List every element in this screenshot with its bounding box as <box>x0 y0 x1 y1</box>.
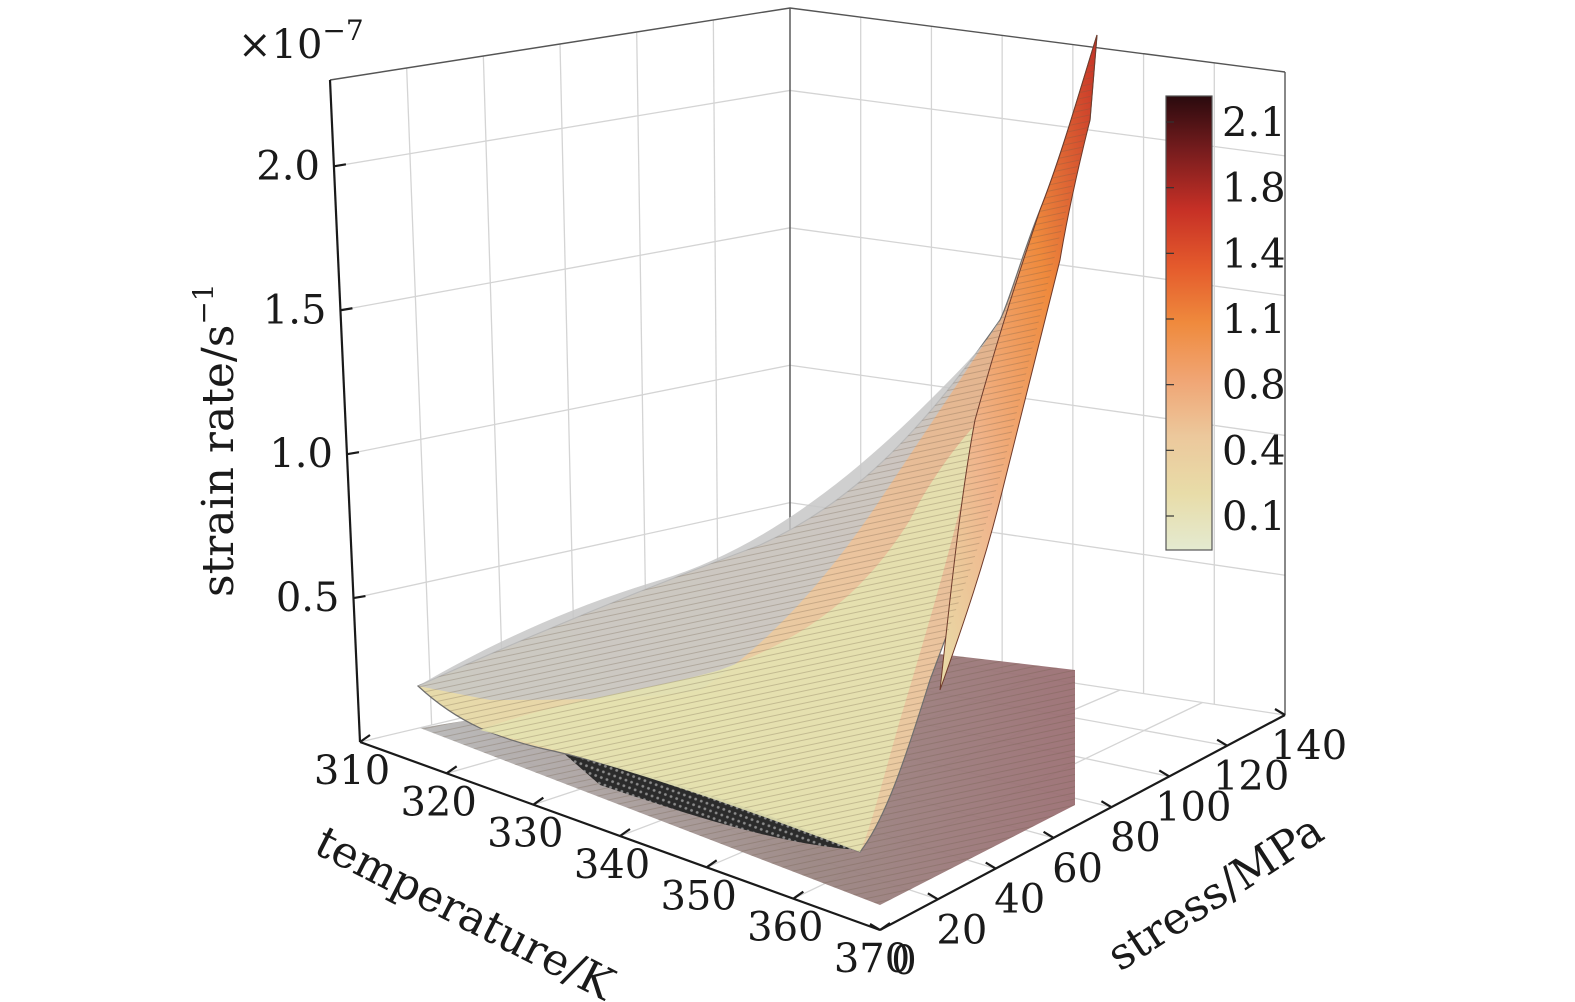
wall-gridline-x <box>482 55 504 709</box>
colorbar-tick-label: 0.1 <box>1222 494 1286 540</box>
wall-gridline-x <box>636 31 648 675</box>
colorbar-tick-label: 0.4 <box>1222 428 1286 474</box>
colorbar-tick-label: 1.8 <box>1222 166 1286 212</box>
colorbar-ticks: 2.1 1.8 1.4 1.1 0.8 0.4 0.1 <box>1166 100 1286 540</box>
z-tick-label: 2.0 <box>256 143 320 189</box>
colorbar-tick-label: 1.4 <box>1222 231 1286 277</box>
z-axis-ticks: 0.5 1.0 1.5 2.0 <box>256 143 366 621</box>
colorbar-rect <box>1165 95 1213 551</box>
surface-mesh-overlay <box>418 35 1097 852</box>
left-wall-outline <box>329 7 1286 81</box>
z-tick-label: 1.5 <box>263 287 327 333</box>
z-axis-line <box>328 79 362 743</box>
colorbar: 2.1 1.8 1.4 1.1 0.8 0.4 0.1 <box>1165 95 1286 551</box>
wall-gridline-x <box>712 19 719 658</box>
x-tick-label: 330 <box>487 811 563 857</box>
z-tick-mark <box>333 163 347 168</box>
wall-gridline-x <box>559 43 576 692</box>
y-tick-label: 0 <box>891 938 916 984</box>
x-tick-label: 350 <box>660 873 736 919</box>
colorbar-tick-label: 2.1 <box>1222 100 1286 146</box>
y-tick-label: 100 <box>1155 784 1231 830</box>
x-tick-mark <box>619 828 631 837</box>
colorbar-tick-label: 0.8 <box>1222 363 1286 409</box>
z-tick-mark <box>353 595 366 600</box>
x-tick-mark <box>359 734 371 743</box>
x-tick-label: 320 <box>400 779 476 825</box>
y-tick-mark <box>1274 708 1286 716</box>
z-tick-label: 1.0 <box>269 431 333 477</box>
z-axis-multiplier: ×10−7 <box>238 14 364 68</box>
y-tick-mark <box>1216 738 1228 747</box>
colorbar-tick-label: 1.1 <box>1222 297 1286 343</box>
x-tick-label: 370 <box>834 936 910 982</box>
y-tick-mark <box>985 861 997 870</box>
y-tick-mark <box>1100 800 1112 809</box>
y-axis-line <box>879 714 1286 931</box>
y-tick-mark <box>927 892 939 901</box>
y-tick-label: 40 <box>994 877 1045 923</box>
wall-gridline-x <box>406 67 433 726</box>
y-tick-mark <box>1158 769 1170 778</box>
x-tick-mark <box>532 796 544 806</box>
x-tick-label: 310 <box>314 748 390 794</box>
z-tick-mark <box>340 307 353 312</box>
x-tick-mark <box>706 859 718 869</box>
y-tick-label: 140 <box>1271 723 1347 769</box>
surface <box>416 34 1098 905</box>
x-tick-label: 340 <box>574 842 650 888</box>
z-tick-label: 0.5 <box>276 575 340 621</box>
x-tick-mark <box>792 890 804 900</box>
x-tick-mark <box>446 765 458 775</box>
y-tick-label: 120 <box>1213 754 1289 800</box>
z-axis-title: strain rate/s−1 <box>187 283 244 597</box>
y-tick-label: 80 <box>1110 815 1161 861</box>
surface-underside <box>560 750 860 850</box>
y-tick-mark <box>869 923 881 931</box>
y-tick-mark <box>1043 830 1055 839</box>
z-tick-mark <box>346 451 360 456</box>
x-tick-mark <box>879 922 891 931</box>
x-tick-label: 360 <box>747 905 823 951</box>
y-tick-label: 20 <box>936 907 987 953</box>
y-tick-label: 60 <box>1052 846 1103 892</box>
